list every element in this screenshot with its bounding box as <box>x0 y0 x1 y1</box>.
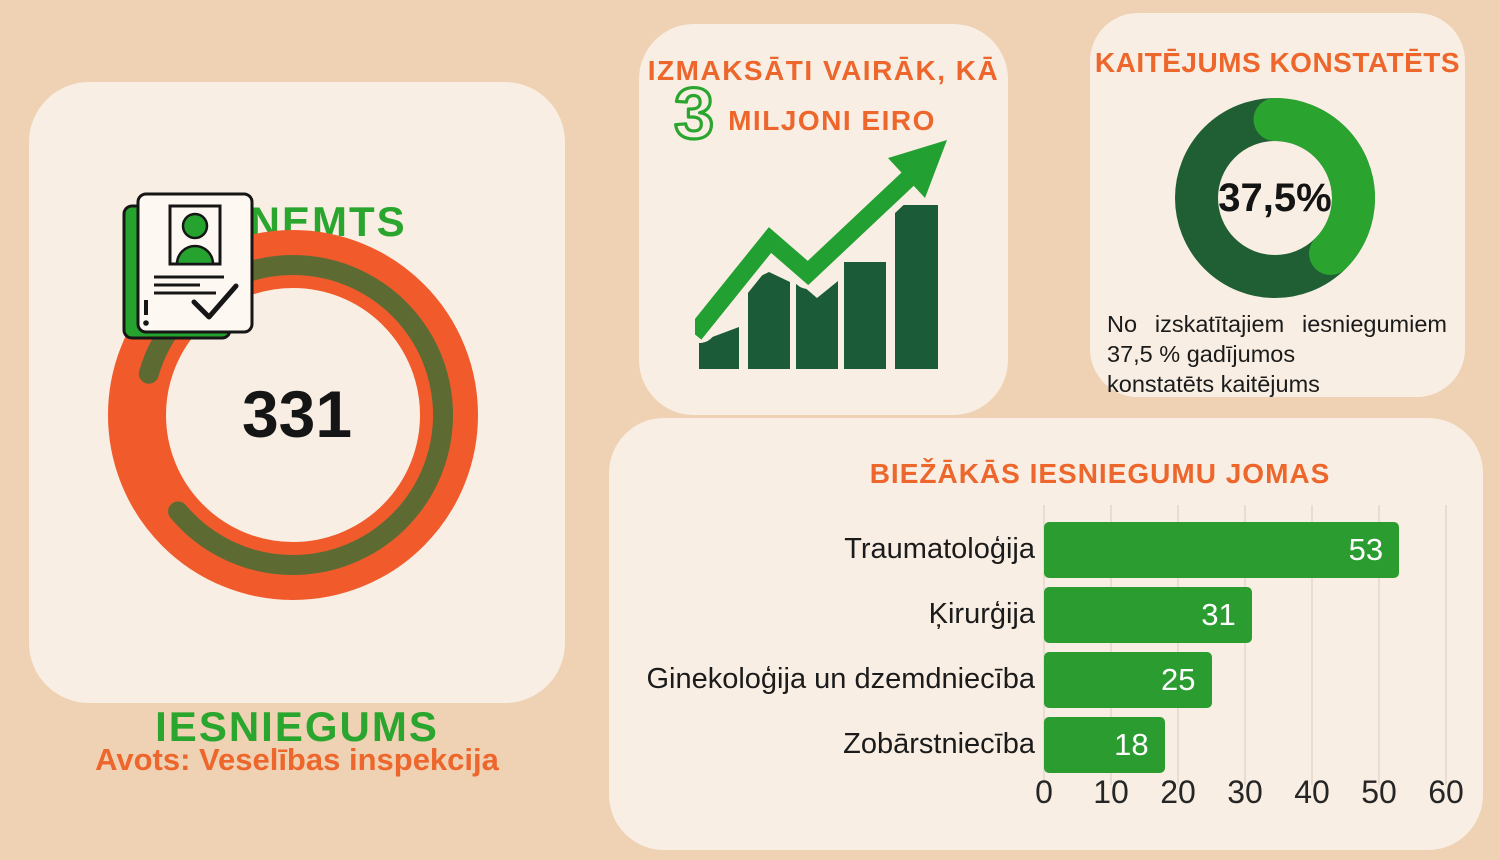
paid-card: IZMAKSĀTI VAIRĀK, KĀ 3 MILJONI EIRO <box>639 24 1008 415</box>
harm-title: KAITĒJUMS KONSTATĒTS <box>1094 47 1461 78</box>
harm-description: No izskatītajiem iesniegumiem 37,5 % gad… <box>1107 309 1447 399</box>
x-gridline <box>1378 505 1380 785</box>
svg-text:3: 3 <box>674 76 714 150</box>
x-axis-tick-label: 10 <box>1093 774 1129 810</box>
paid-big-number: 3 <box>672 76 715 150</box>
received-count: 331 <box>241 377 353 451</box>
harm-description-line3: konstatēts kaitējums <box>1107 371 1320 397</box>
category-label: Traumatoloģija <box>844 533 1035 565</box>
checkmark-icon <box>191 283 239 320</box>
growth-arrow-head <box>888 140 947 198</box>
bar-value-label: 18 <box>1114 727 1149 762</box>
growth-bar-chart-arrow-icon <box>695 135 950 369</box>
paid-title-line1: IZMAKSĀTI VAIRĀK, KĀ <box>647 55 1000 86</box>
application-document-icon <box>122 192 254 340</box>
x-gridline <box>1177 505 1179 785</box>
bar-value-label: 53 <box>1348 532 1384 567</box>
harm-donut-chart <box>1175 98 1375 298</box>
x-axis-tick-label: 30 <box>1227 774 1263 810</box>
harm-description-line2: 37,5 % gadījumos <box>1107 341 1296 367</box>
x-axis-tick-label: 40 <box>1294 774 1330 810</box>
source-note: Avots: Veselības inspekcija <box>95 742 499 777</box>
x-gridline <box>1311 505 1313 785</box>
category-label: Ginekoloģija un dzemdniecība <box>646 663 1035 695</box>
person-photo-icon <box>181 212 209 240</box>
received-subtitle: IESNIEGUMS <box>155 703 439 750</box>
harm-percentage: 37,5% <box>1218 176 1332 220</box>
bar-1: 53 <box>1044 522 1400 578</box>
harm-description-line1: No izskatītajiem iesniegumiem <box>1107 311 1447 337</box>
bar-value-label: 31 <box>1201 597 1236 632</box>
x-axis-tick-label: 60 <box>1428 774 1464 810</box>
x-axis-tick-label: 20 <box>1160 774 1196 810</box>
x-gridline <box>1110 505 1112 785</box>
areas-bar-chart: 0 10 20 30 40 50 60 Traumatoloģija 53 Ķirurģija 31… <box>609 418 1483 850</box>
growth-arrow-shaft <box>695 163 924 340</box>
harm-donut-value-arc <box>1253 98 1375 275</box>
areas-title: BIEŽĀKĀS IESNIEGUMU JOMAS <box>869 458 1331 489</box>
received-card: SAŅEMTS 331 IESNIEGUMS <box>29 82 565 750</box>
x-gridline <box>1445 505 1447 785</box>
category-label: Ķirurģija <box>928 598 1035 630</box>
bar-2: 31 <box>1044 587 1252 643</box>
bar-3: 25 <box>1044 652 1212 708</box>
x-gridline <box>1043 505 1045 785</box>
category-label: Zobārstniecība <box>843 728 1035 760</box>
x-gridline <box>1244 505 1246 785</box>
paid-title-line2: MILJONI EIRO <box>728 105 936 136</box>
x-axis-tick-label: 0 <box>1035 774 1053 810</box>
x-axis-tick-label: 50 <box>1361 774 1397 810</box>
areas-card: BIEŽĀKĀS IESNIEGUMU JOMAS 0 10 20 30 40 50 60 T… <box>609 418 1483 850</box>
bar-4: 18 <box>1044 717 1165 773</box>
harm-card: KAITĒJUMS KONSTATĒTS 37,5% No izskatītaj… <box>1090 13 1465 397</box>
bar-value-label: 25 <box>1161 662 1196 697</box>
